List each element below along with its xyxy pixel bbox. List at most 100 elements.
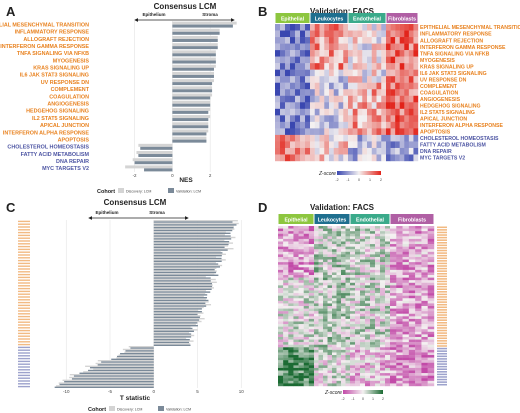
panel-a-bar-discovery-12 [172, 107, 211, 111]
panel-b-cell [300, 102, 306, 110]
panel-b-cell [371, 128, 377, 136]
panel-d-cell [385, 367, 391, 371]
panel-d-cell [402, 269, 410, 273]
panel-d-cell [355, 306, 361, 309]
panel-b-cell [285, 141, 291, 149]
panel-b-cell [333, 154, 339, 162]
panel-d-cell [355, 303, 361, 307]
panel-d-cell [314, 347, 319, 351]
panel-d-cell [314, 306, 319, 309]
panel-d-cell [408, 256, 416, 260]
panel-b-group-label: Endothelial [353, 17, 382, 23]
panel-b-cell [285, 24, 291, 31]
panel-d-cell [308, 329, 315, 333]
panel-d-cell [332, 251, 337, 255]
panel-d-cell [318, 321, 324, 325]
panel-b-cell [399, 95, 405, 103]
panel-d-cell [278, 231, 284, 234]
panel-d-cell [298, 326, 304, 330]
panel-d-cell [332, 318, 337, 322]
panel-d-cell [360, 357, 366, 361]
panel-d-cell [298, 228, 304, 232]
panel-d-cell [375, 378, 381, 382]
panel-d-cell [323, 269, 328, 273]
panel-d-cell [365, 293, 371, 296]
panel-b-cell [285, 37, 291, 44]
panel-a-category-label: INTERFERON ALPHA RESPONSE [3, 130, 90, 136]
panel-d-cell [345, 236, 351, 240]
panel-b-cell [290, 154, 296, 162]
panel-d-row-label-mark [437, 298, 447, 301]
panel-d-cell [336, 285, 342, 289]
panel-d-cell [380, 336, 386, 340]
panel-d-row-label-mark [437, 309, 447, 311]
panel-d-cell [380, 287, 386, 291]
panel-d-cell [288, 313, 294, 317]
panel-d-cell [375, 329, 381, 333]
panel-b-cell [280, 121, 286, 129]
panel-d-cell [283, 355, 289, 358]
panel-d-cell [385, 285, 391, 289]
panel-b-cell [329, 121, 334, 129]
panel-d-cell [415, 285, 422, 289]
panel-d-cell [427, 339, 435, 343]
panel-c-gene-label-mark [18, 313, 30, 315]
panel-b-cell [295, 121, 301, 129]
panel-d-cell [415, 308, 422, 312]
panel-d-cell [332, 375, 337, 379]
panel-d-cell [336, 249, 342, 253]
panel-c-gene-label-mark [18, 369, 30, 371]
panel-d-cell [332, 233, 337, 237]
panel-d-cell [303, 318, 310, 322]
panel-d-cell [341, 277, 346, 281]
panel-d-cell [365, 254, 371, 258]
panel-d-cell [360, 300, 366, 304]
panel-d-cell [390, 336, 397, 340]
panel-b-cell [386, 24, 391, 31]
panel-d-cell [336, 367, 342, 371]
panel-d-cell [283, 383, 289, 387]
panel-d-cell [341, 285, 346, 289]
panel-d-cell [408, 285, 416, 289]
panel-d-cell [341, 259, 346, 263]
panel-b-cell [338, 82, 344, 90]
panel-b-cell [395, 115, 400, 123]
panel-d-cell [402, 375, 410, 379]
panel-d-cell [336, 298, 342, 302]
panel-d-row-label-mark [437, 244, 447, 247]
panel-b-cell [314, 154, 320, 162]
panel-d-cell [298, 262, 304, 265]
panel-b-cell [413, 89, 419, 96]
panel-b-cell [333, 50, 339, 57]
panel-d-cell [293, 324, 299, 327]
panel-c-bar-discovery [153, 264, 223, 267]
panel-b-cell [376, 56, 382, 64]
panel-d-cell [293, 285, 299, 289]
panel-d-cell [390, 331, 397, 335]
panel-d-cell [288, 244, 294, 247]
panel-d-cell [323, 313, 328, 317]
panel-d-cell [323, 370, 328, 374]
panel-d-cell [421, 287, 428, 291]
panel-d-cell [345, 256, 351, 260]
panel-d-cell [380, 226, 386, 229]
panel-b-cell [324, 121, 330, 129]
panel-b-cell [280, 69, 286, 77]
panel-d-cell [421, 282, 428, 286]
panel-a-direction-epithelium: Epithelium [142, 12, 165, 17]
panel-d-cell [385, 360, 391, 363]
panel-d-cell [332, 380, 337, 384]
panel-d-cell [283, 262, 289, 265]
panel-d-cell [370, 275, 376, 278]
panel-d-cell [415, 298, 422, 302]
panel-d-cell [421, 269, 428, 273]
panel-a-category-label: IL6 JAK STAT3 SIGNALING [20, 73, 89, 79]
panel-b-cell [333, 82, 339, 90]
panel-d-cell [308, 290, 315, 294]
panel-d-cell [308, 300, 315, 304]
panel-d-cell [341, 373, 346, 376]
panel-d-cell [350, 262, 356, 265]
panel-d-cell [323, 246, 328, 250]
panel-d-cell [385, 370, 391, 374]
panel-d-cell [314, 336, 319, 340]
